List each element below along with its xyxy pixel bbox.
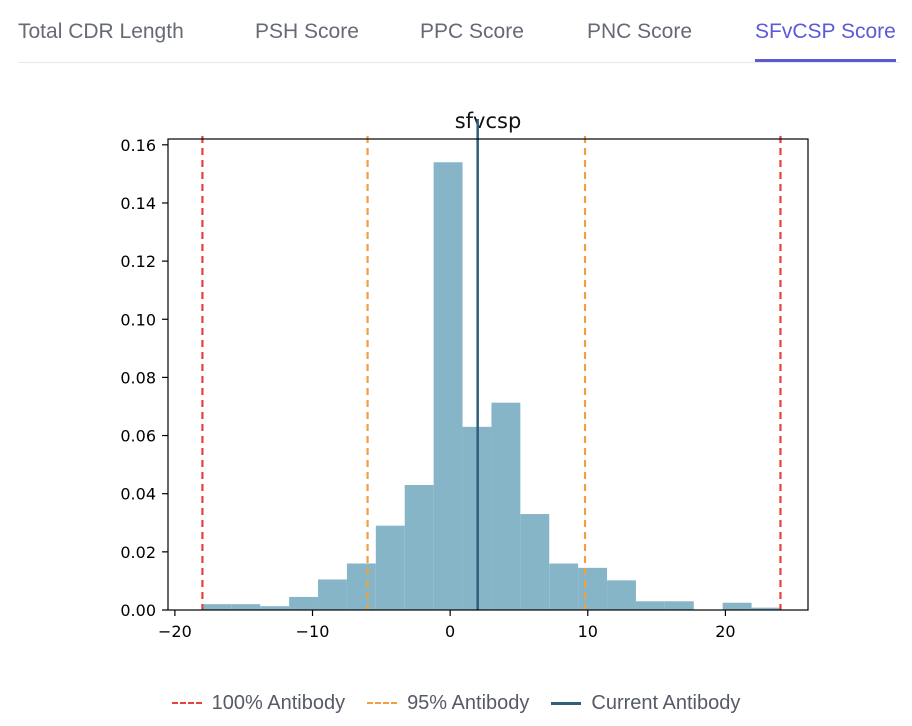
x-tick-label: 10 — [578, 622, 598, 641]
histogram-bar — [318, 579, 347, 610]
tab-pnc-score[interactable]: PNC Score — [587, 20, 693, 43]
histogram-bars — [202, 162, 781, 610]
chart-title: sfvcsp — [455, 109, 522, 133]
tab-psh-score[interactable]: PSH Score — [255, 20, 359, 43]
y-tick-label: 0.08 — [120, 368, 156, 387]
solid-line-swatch — [551, 701, 582, 705]
legend-label: 100% Antibody — [211, 691, 346, 714]
histogram-chart: sfvcsp −20 −10 0 10 20 0.000.020.040.060.080… — [120, 109, 809, 641]
tab-sfvcsp-score[interactable]: SFvCSP Score — [755, 20, 896, 62]
legend-item-95-antibody: 95% Antibody — [367, 692, 529, 715]
x-tick-label: 20 — [715, 622, 735, 641]
orange-dashed-line-swatch — [367, 702, 398, 704]
red-dashed-line-swatch — [171, 702, 202, 704]
x-tick-label: 0 — [445, 622, 455, 641]
plot-frame — [167, 138, 809, 611]
y-tick-label: 0.02 — [120, 543, 156, 562]
legend-label: 95% Antibody — [407, 691, 530, 714]
histogram-bar — [289, 596, 319, 610]
y-tick-label: 0.12 — [120, 252, 156, 271]
histogram-bar — [578, 567, 608, 610]
y-axis-ticks: 0.00 0.02 0.04 0.06 0.08 0.10 0.12 0.14 0.16 — [120, 136, 168, 620]
histogram-bar — [520, 514, 550, 610]
reference-lines — [201, 119, 782, 610]
histogram-bar — [260, 606, 290, 610]
x-tick-label: −10 — [296, 622, 330, 641]
y-tick-label: 0.10 — [120, 310, 156, 329]
histogram-bar — [607, 580, 636, 610]
legend-item-100-antibody: 100% Antibody — [171, 691, 346, 715]
y-tick-label: 0.14 — [120, 194, 156, 213]
legend-item-current-antibody: Current Antibody — [551, 692, 740, 715]
histogram-bar — [231, 604, 261, 610]
histogram-bar — [346, 563, 376, 610]
histogram-bar — [375, 525, 405, 610]
histogram-bar — [404, 484, 434, 610]
tab-total-cdr-length[interactable]: Total CDR Length — [18, 20, 184, 43]
tab-bar: Total CDR Length PSH Score PPC Score PNC… — [18, 0, 900, 63]
histogram-bar — [202, 604, 232, 610]
y-tick-label: 0.00 — [120, 601, 156, 620]
y-tick-label: 0.04 — [120, 485, 156, 504]
y-tick-label: 0.06 — [120, 427, 156, 446]
legend-label: Current Antibody — [591, 691, 741, 714]
x-axis-ticks: −20 −10 0 10 20 — [158, 610, 736, 641]
x-tick-label: −20 — [158, 622, 192, 641]
y-tick-label: 0.16 — [120, 136, 156, 155]
tab-ppc-score[interactable]: PPC Score — [420, 20, 524, 43]
histogram-bar — [664, 601, 694, 610]
histogram-bar — [751, 607, 781, 610]
histogram-bar — [635, 601, 665, 610]
histogram-bar — [722, 602, 752, 610]
histogram-bar — [433, 162, 463, 610]
histogram-bar — [549, 563, 579, 610]
histogram-bar — [491, 402, 521, 610]
chart-legend: 100% Antibody 95% Antibody Current Antib… — [0, 686, 912, 720]
